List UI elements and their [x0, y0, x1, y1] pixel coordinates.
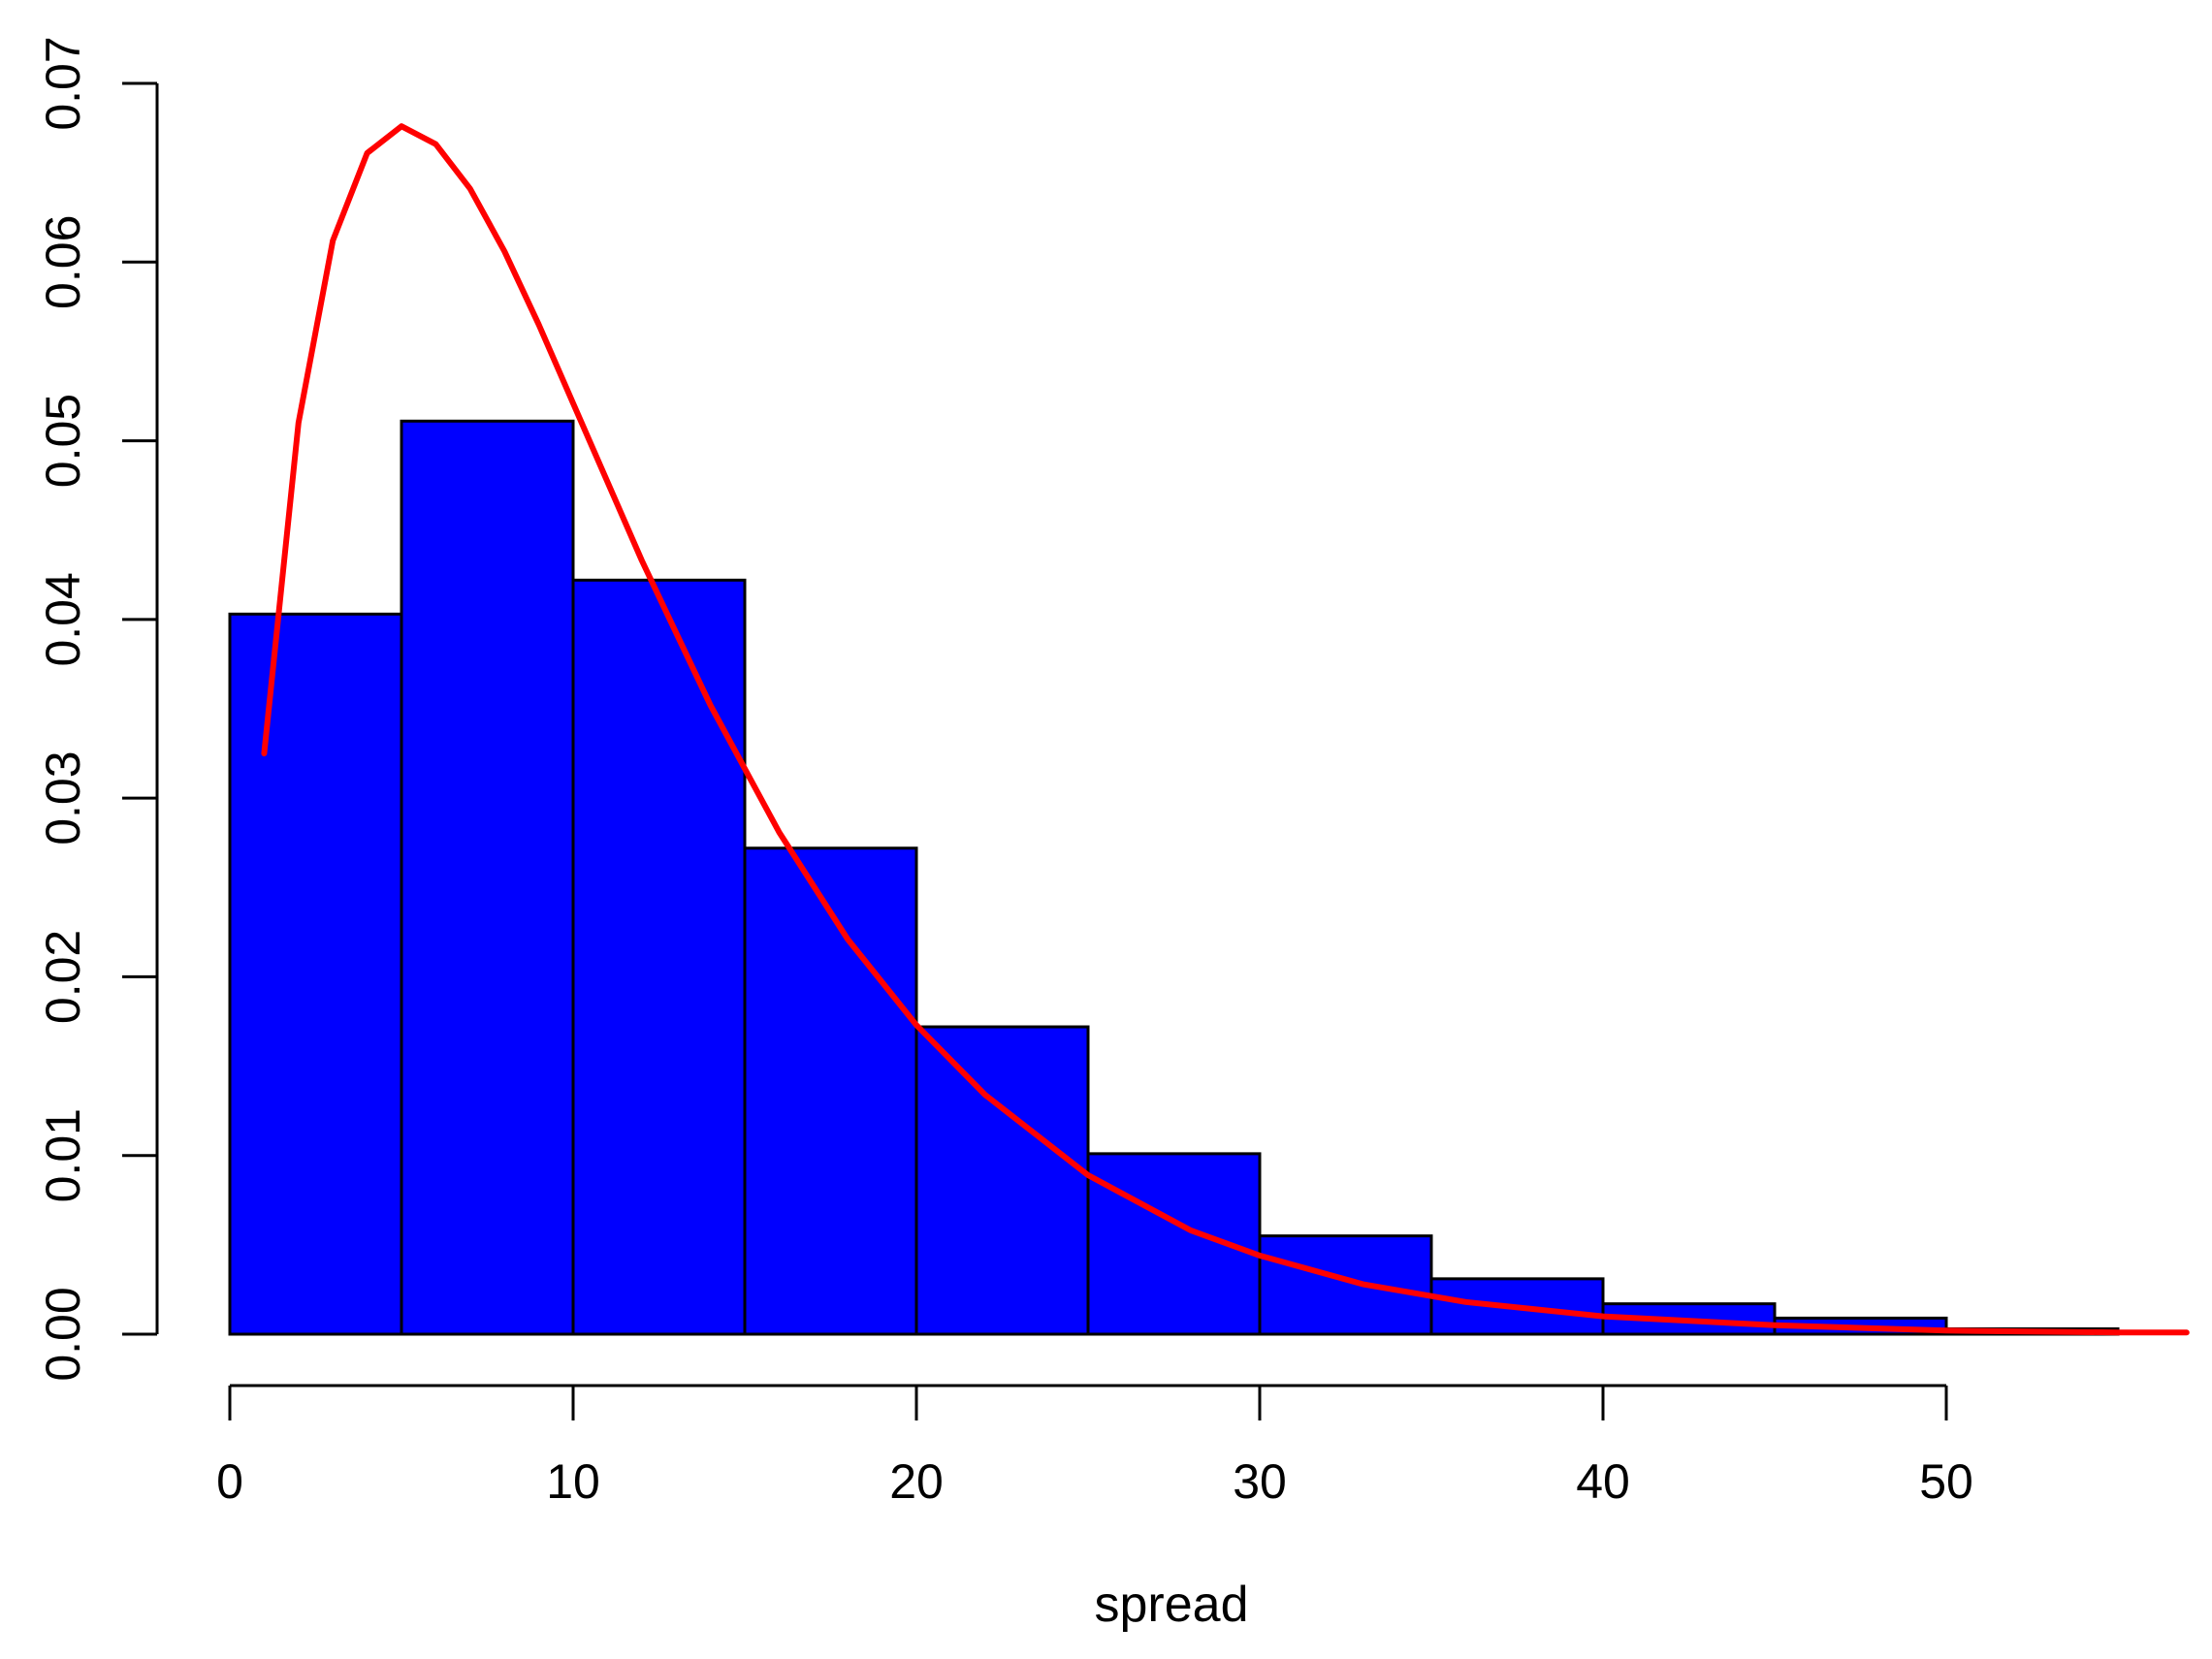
x-tick-label: 30	[1233, 1454, 1287, 1509]
histogram-bar	[571, 578, 747, 1336]
y-tick-label: 0.07	[36, 36, 90, 130]
x-tick-label: 20	[889, 1454, 944, 1509]
histogram-bar	[743, 846, 918, 1336]
histogram-bar	[400, 419, 575, 1336]
x-axis-title: spread	[1095, 1577, 1249, 1633]
y-axis: 0.00 0.01 0.02 0.03 0.04 0.05 0.06 0.07	[36, 36, 159, 1382]
y-tick-label: 0.04	[36, 572, 90, 666]
y-tick-label: 0.01	[36, 1108, 90, 1202]
x-tick-label: 50	[1919, 1454, 1973, 1509]
histogram-bar	[1258, 1234, 1433, 1336]
y-tick-label: 0.00	[36, 1287, 90, 1381]
density-curve-layer	[261, 123, 2190, 1336]
y-tick-label: 0.05	[36, 394, 90, 488]
y-tick-label: 0.03	[36, 750, 90, 845]
y-tick-label: 0.02	[36, 930, 90, 1024]
x-tick-label: 0	[216, 1454, 243, 1509]
histogram-bar	[914, 1025, 1090, 1336]
y-tick-label: 0.06	[36, 215, 90, 309]
histogram-bar	[228, 612, 403, 1336]
density-curve	[261, 123, 2190, 1336]
x-tick-label: 40	[1576, 1454, 1630, 1509]
x-tick-label: 10	[546, 1454, 600, 1509]
x-axis: 0 10 20 30 40 50	[216, 1384, 1973, 1509]
histogram-bars	[228, 419, 2120, 1336]
